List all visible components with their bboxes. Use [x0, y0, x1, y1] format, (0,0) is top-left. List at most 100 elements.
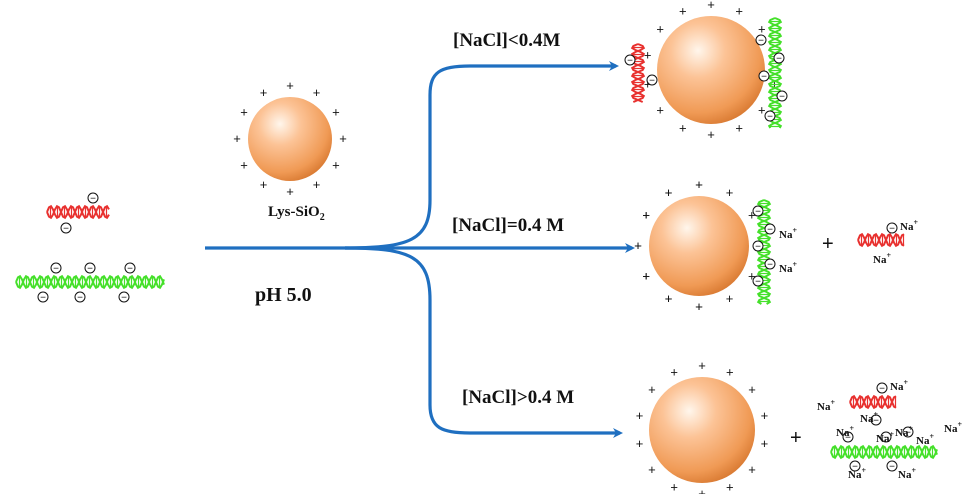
positive-charge: +	[656, 21, 664, 36]
positive-charge: +	[240, 105, 248, 120]
negative-charge: −	[752, 205, 764, 218]
positive-charge: +	[233, 131, 241, 146]
adsorbed-green-dna	[767, 17, 783, 129]
negative-charge: −	[886, 222, 898, 235]
svg-text:−: −	[779, 92, 785, 103]
positive-charge: +	[698, 486, 706, 494]
sodium-ion: Na+	[900, 218, 918, 233]
svg-text:−: −	[889, 224, 895, 235]
svg-text:−: −	[649, 76, 655, 87]
positive-charge: +	[260, 177, 268, 192]
positive-charge: +	[648, 382, 656, 397]
particle-equal-salt	[649, 196, 749, 296]
sodium-ion: Na+	[817, 398, 835, 413]
positive-charge: +	[634, 238, 642, 253]
negative-charge: −	[764, 223, 776, 236]
negative-charge: −	[60, 222, 72, 235]
positive-charge: +	[726, 364, 734, 379]
sodium-ion: Na+	[860, 410, 878, 425]
svg-text:−: −	[87, 264, 93, 275]
ph-label: pH 5.0	[255, 284, 312, 306]
positive-charge: +	[656, 103, 664, 118]
svg-text:−: −	[53, 264, 59, 275]
sodium-ion: Na+	[779, 226, 797, 241]
positive-charge: +	[748, 462, 756, 477]
nanoparticle-label: Lys-SiO2	[268, 204, 325, 223]
positive-charge: +	[634, 238, 642, 253]
negative-charge: −	[902, 426, 914, 439]
sodium-ion: Na+	[836, 424, 854, 439]
svg-text:−: −	[40, 293, 46, 304]
negative-charge: −	[886, 460, 898, 473]
negative-charge: −	[84, 262, 96, 275]
positive-charge: +	[332, 158, 340, 173]
green-dna-strand	[15, 274, 165, 290]
positive-charge: +	[761, 408, 769, 423]
particle-low-salt	[657, 16, 765, 124]
positive-charge: +	[726, 291, 734, 306]
svg-text:−: −	[767, 225, 773, 236]
positive-charge: +	[665, 291, 673, 306]
condition-equal-label: [NaCl]=0.4 M	[452, 215, 564, 236]
negative-charge: −	[880, 431, 892, 444]
positive-charge: +	[642, 269, 650, 284]
negative-charge: −	[755, 34, 767, 47]
sodium-ion: Na+	[848, 466, 866, 481]
positive-charge: +	[670, 364, 678, 379]
negative-charge: −	[124, 262, 136, 275]
positive-charge: +	[313, 85, 321, 100]
positive-charge: +	[636, 436, 644, 451]
plus-operator-equal: +	[822, 233, 834, 255]
negative-charge: −	[758, 70, 770, 83]
positive-charge: +	[761, 436, 769, 451]
sodium-ion: Na+	[944, 420, 962, 435]
sodium-ion: Na+	[916, 432, 934, 447]
generated-marks: −−−−−−−−+++++++++++++++++++++++++−−−−−−−…	[15, 0, 962, 494]
svg-text:−: −	[905, 428, 911, 439]
red-dna-strand	[46, 204, 110, 220]
positive-charge: +	[642, 208, 650, 223]
positive-charge: +	[748, 208, 756, 223]
positive-charge: +	[240, 158, 248, 173]
arrow-to-low-salt	[344, 61, 619, 250]
positive-charge: +	[260, 85, 268, 100]
svg-text:−: −	[879, 384, 885, 395]
released-red-dna	[857, 232, 905, 248]
sodium-ion: Na+	[876, 430, 894, 445]
sodium-ion: Na+	[873, 251, 891, 266]
svg-text:−: −	[77, 293, 83, 304]
svg-text:−: −	[873, 416, 879, 427]
negative-charge: −	[876, 382, 888, 395]
positive-charge: +	[286, 184, 294, 199]
positive-charge: +	[707, 0, 715, 12]
positive-charge: +	[286, 78, 294, 93]
svg-text:−: −	[883, 433, 889, 444]
negative-charge: −	[74, 291, 86, 304]
positive-charge: +	[695, 299, 703, 314]
released-green-dna	[830, 444, 938, 460]
positive-charge: +	[735, 121, 743, 136]
svg-text:−: −	[852, 462, 858, 473]
svg-text:−: −	[767, 260, 773, 271]
negative-charge: −	[752, 240, 764, 253]
positive-charge: +	[748, 269, 756, 284]
positive-charge: +	[648, 462, 656, 477]
positive-charge: +	[695, 177, 703, 192]
svg-text:−: −	[776, 54, 782, 65]
positive-charge: +	[679, 3, 687, 18]
positive-charge: +	[642, 269, 650, 284]
positive-charge: +	[695, 299, 703, 314]
svg-text:−: −	[761, 72, 767, 83]
positive-charge: +	[313, 177, 321, 192]
particle-high-salt	[649, 377, 755, 483]
negative-charge: −	[646, 74, 658, 87]
positive-charge: +	[642, 208, 650, 223]
sodium-ion: Na+	[898, 466, 916, 481]
positive-charge: +	[670, 480, 678, 494]
condition-high-label: [NaCl]>0.4 M	[462, 387, 574, 408]
svg-text:−: −	[90, 194, 96, 205]
negative-charge: −	[776, 90, 788, 103]
svg-text:−: −	[627, 56, 633, 67]
positive-charge: +	[679, 121, 687, 136]
positive-charge: +	[707, 127, 715, 142]
